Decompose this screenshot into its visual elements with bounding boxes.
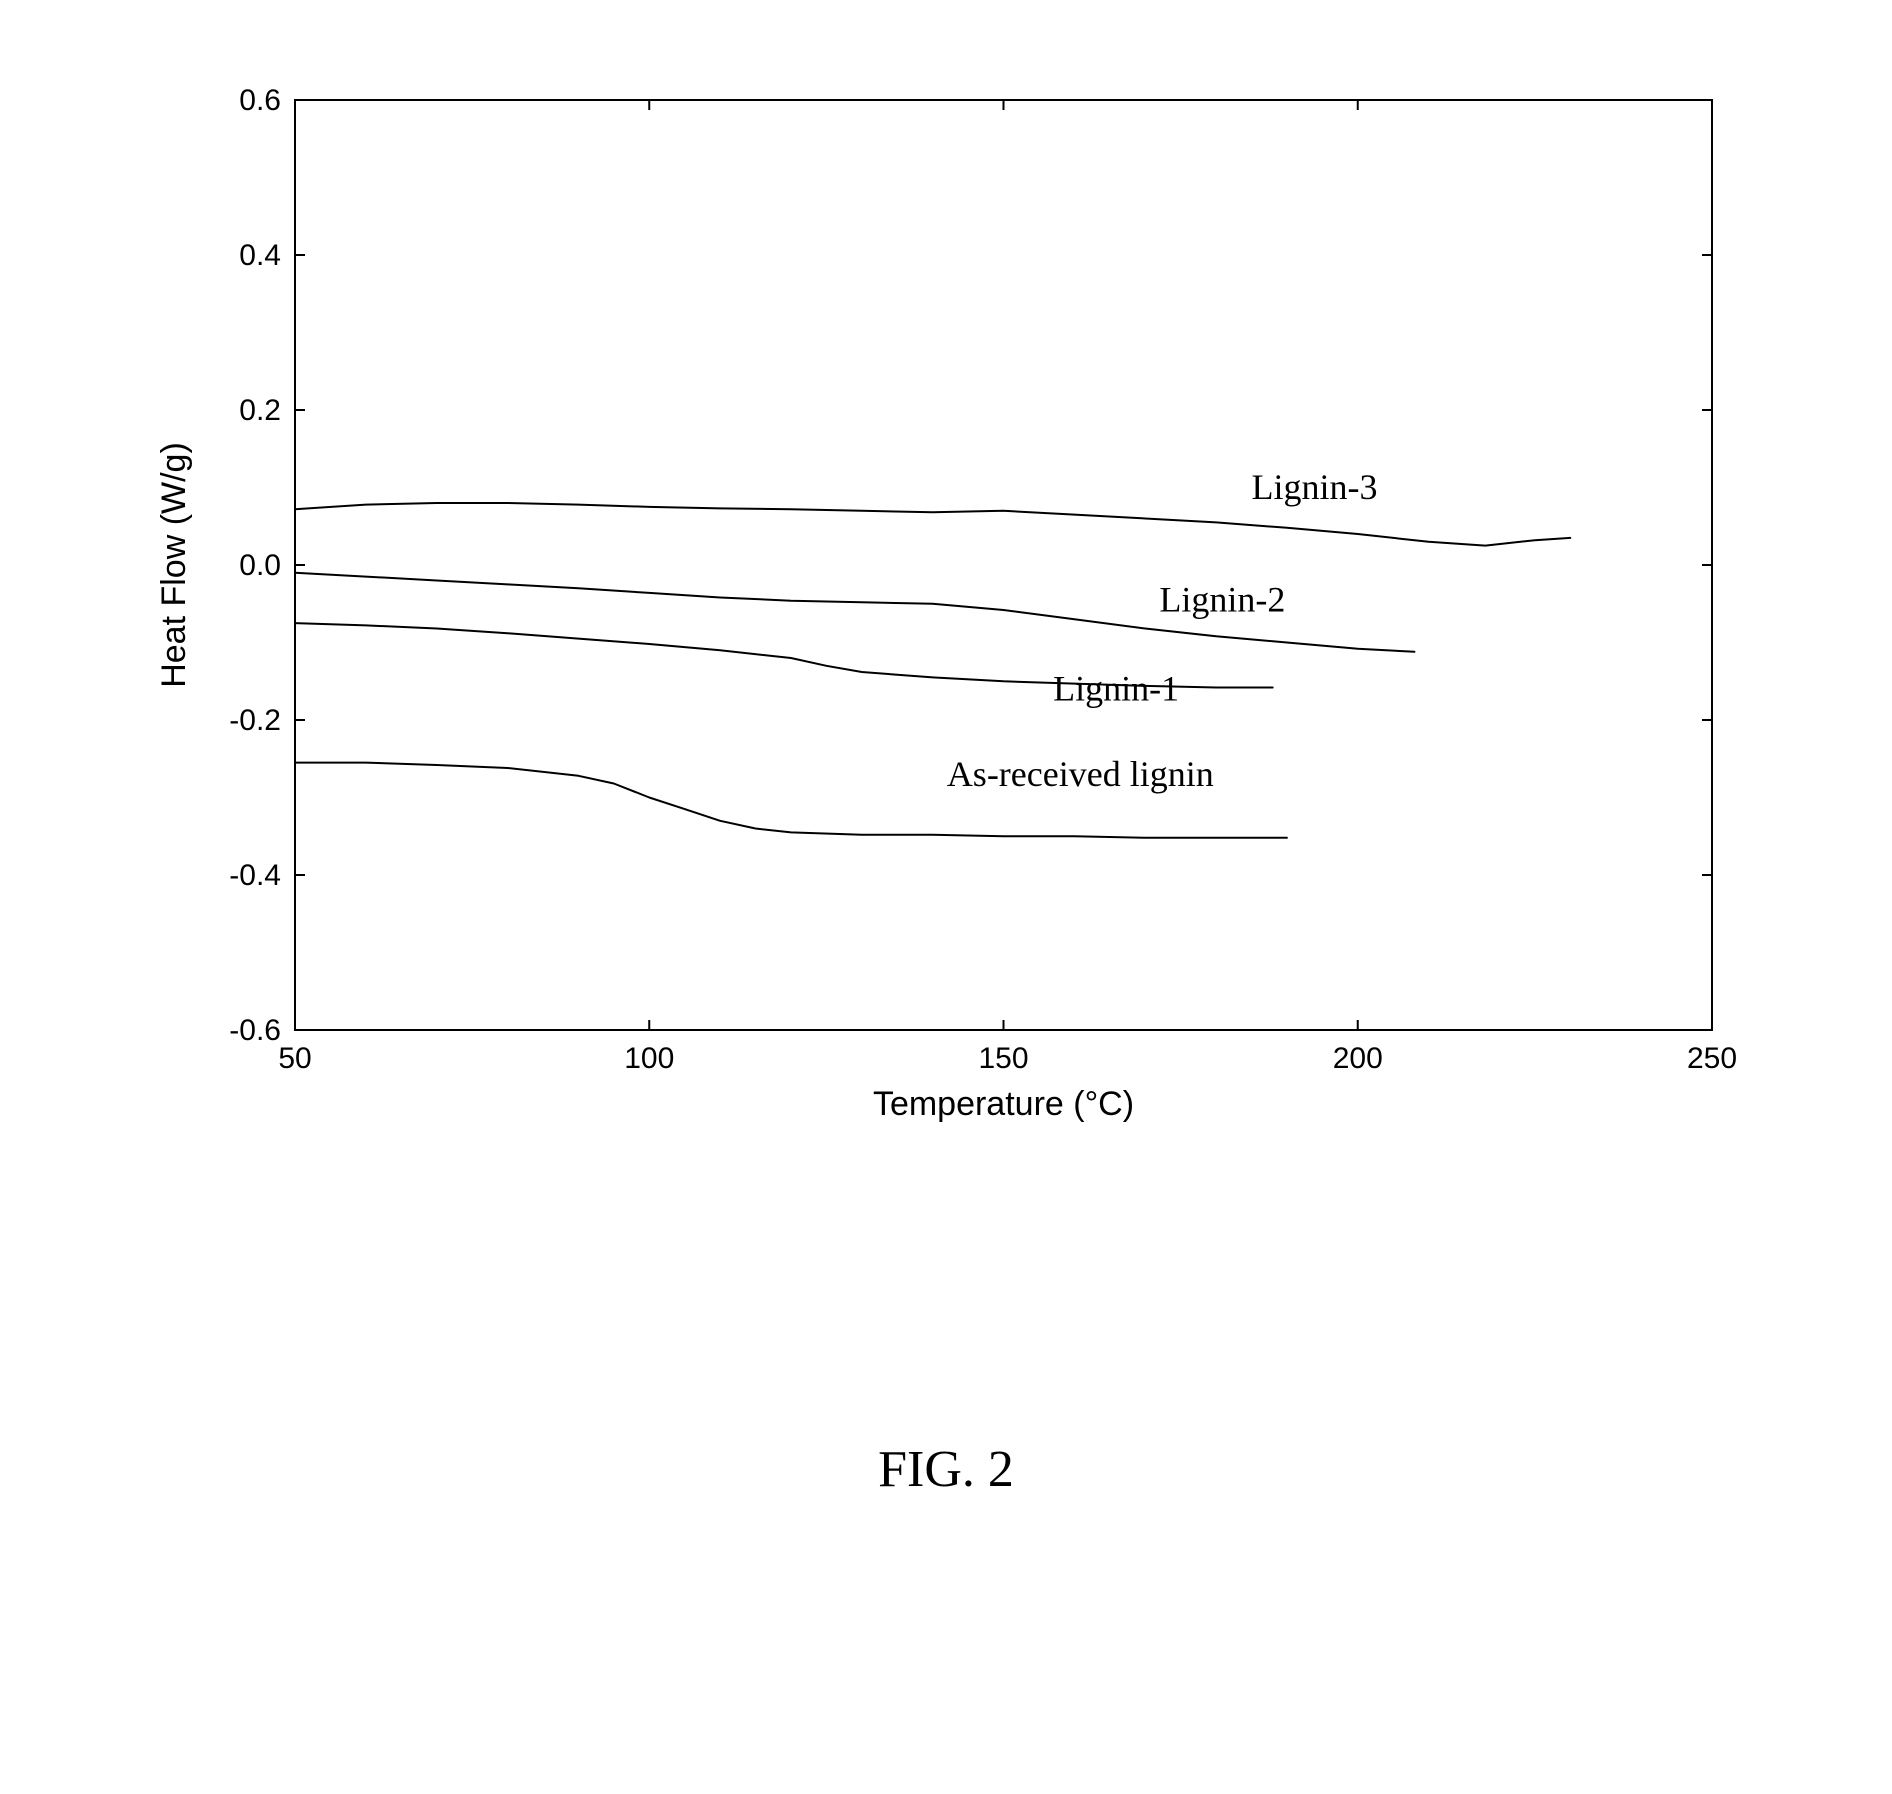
y-tick-label: 0.6 <box>239 84 281 117</box>
series-label-lignin-3: Lignin-3 <box>1251 467 1377 507</box>
series-label-as-received-lignin: As-received lignin <box>947 754 1214 794</box>
x-tick-label: 150 <box>978 1042 1028 1075</box>
chart-container: 50 100 150 200 250 -0.6 -0.4 -0.2 0.0 0.2 0.4 0.6 Te… <box>140 80 1752 1140</box>
dsc-chart: 50 100 150 200 250 -0.6 -0.4 -0.2 0.0 0.2 0.4 0.6 Te… <box>140 80 1752 1140</box>
series-label-lignin-1: Lignin-1 <box>1053 669 1179 709</box>
figure-caption: FIG. 2 <box>0 1440 1892 1499</box>
chart-background <box>140 80 1752 1140</box>
series-label-lignin-2: Lignin-2 <box>1159 580 1285 620</box>
y-tick-label: -0.2 <box>229 704 281 737</box>
x-axis-title: Temperature (°C) <box>873 1085 1134 1123</box>
y-tick-label: 0.2 <box>239 394 281 427</box>
x-tick-label: 250 <box>1687 1042 1737 1075</box>
x-tick-label: 100 <box>624 1042 674 1075</box>
x-tick-label: 200 <box>1333 1042 1383 1075</box>
y-axis-title: Heat Flow (W/g) <box>155 442 193 688</box>
y-tick-label: 0.0 <box>239 549 281 582</box>
y-tick-label: -0.6 <box>229 1014 281 1047</box>
y-tick-label: 0.4 <box>239 239 281 272</box>
x-tick-label: 50 <box>278 1042 311 1075</box>
y-tick-label: -0.4 <box>229 859 281 892</box>
